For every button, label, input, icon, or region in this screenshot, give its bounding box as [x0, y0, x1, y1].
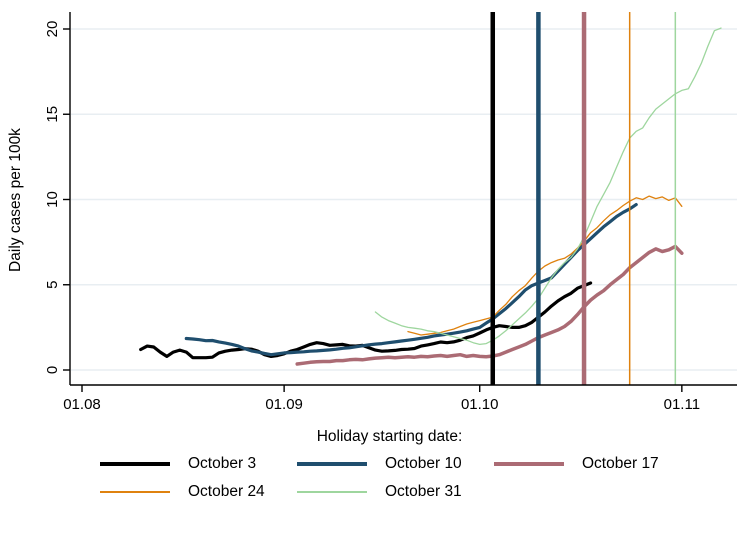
legend-swatch-october-31	[297, 491, 367, 493]
x-tick-label-01.09: 01.09	[265, 396, 303, 413]
x-tick-label-01.08: 01.08	[63, 396, 101, 413]
y-tick-label-15: 15	[44, 106, 61, 123]
series-line-october-10	[184, 203, 638, 357]
legend-entry-october-3: October 3	[100, 454, 297, 474]
legend-title: Holiday starting date:	[316, 428, 463, 445]
data-series	[139, 27, 722, 366]
legend-entry-october-24: October 24	[100, 482, 297, 502]
legend-entries: October 3 October 10 October 17 October …	[100, 454, 745, 502]
legend-label-october-31: October 31	[385, 483, 462, 500]
y-tick-label-10: 10	[44, 191, 61, 208]
axes: 0 5 10 15 20 01.08 01.09 01.10 01.11	[44, 12, 737, 413]
y-tick-label-5: 5	[44, 281, 61, 289]
series-line-october-31	[374, 27, 722, 346]
gridlines	[71, 28, 737, 371]
y-tick-label-20: 20	[44, 21, 61, 38]
legend-entry-october-10: October 10	[297, 454, 494, 474]
legend-entry-october-17: October 17	[494, 454, 690, 474]
legend-label-october-24: October 24	[188, 483, 265, 500]
x-tick-label-01.11: 01.11	[664, 396, 700, 413]
y-tick-label-0: 0	[44, 366, 61, 374]
series-line-october-17	[295, 244, 684, 366]
chart-legend: Holiday starting date: October 3 October…	[0, 428, 745, 502]
line-chart: 0 5 10 15 20 01.08 01.09 01.10 01.11 Daily cases…	[7, 12, 737, 413]
legend-label-october-17: October 17	[582, 455, 659, 472]
holiday-start-vertical-lines	[490, 12, 677, 385]
legend-swatch-october-24	[100, 491, 170, 493]
legend-swatch-october-3	[100, 462, 170, 466]
legend-label-october-10: October 10	[385, 455, 462, 472]
legend-swatch-october-17	[494, 462, 564, 466]
legend-label-october-3: October 3	[188, 455, 257, 472]
legend-swatch-october-10	[297, 462, 367, 466]
y-axis-title: Daily cases per 100k	[7, 128, 24, 272]
x-tick-label-01.10: 01.10	[461, 396, 499, 413]
series-line-october-24	[407, 195, 683, 336]
legend-entry-october-31: October 31	[297, 482, 494, 502]
